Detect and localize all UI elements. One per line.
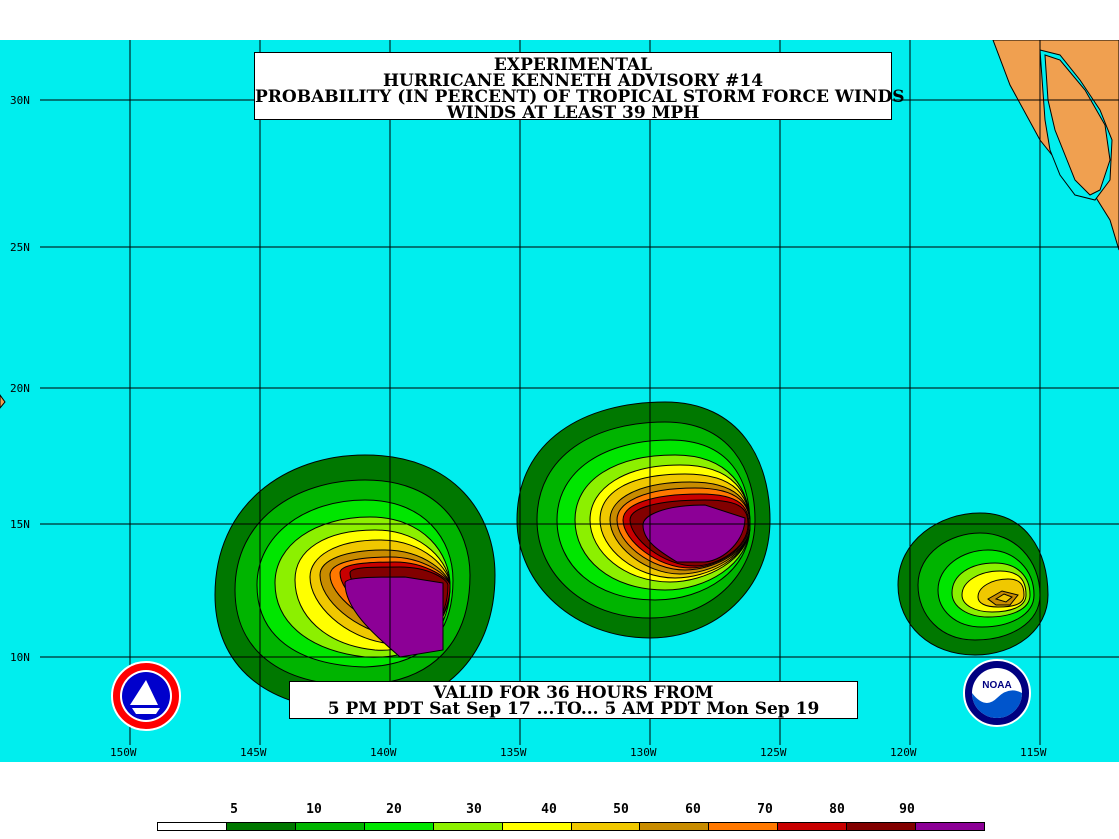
title-line-1: EXPERIMENTAL <box>493 55 653 75</box>
legend-swatch <box>158 823 227 830</box>
land-hawaii <box>0 394 6 409</box>
land-baja-peninsula <box>1044 54 1111 196</box>
valid-line-2: 5 PM PDT Sat Sep 17 ...TO... 5 AM PDT Mo… <box>327 699 820 719</box>
lat-label-30n: 30N <box>10 94 30 107</box>
legend-label-40: 40 <box>541 802 557 817</box>
legend-swatch <box>640 823 710 830</box>
legend-swatch <box>364 823 434 830</box>
legend-label-60: 60 <box>685 802 701 817</box>
lon-label-140w: 140W <box>370 746 397 759</box>
probability-area-1 <box>214 454 496 711</box>
lon-label-135w: 135W <box>500 746 527 759</box>
legend-label-90: 90 <box>899 802 915 817</box>
nws-logo-icon <box>110 660 182 736</box>
title-line-2: HURRICANE KENNETH ADVISORY #14 <box>382 71 764 91</box>
legend-label-50: 50 <box>613 802 629 817</box>
legend-swatch <box>226 823 296 830</box>
lon-label-150w: 150W <box>110 746 137 759</box>
lon-label-115w: 115W <box>1020 746 1047 759</box>
legend-swatch <box>433 823 503 830</box>
lon-label-145w: 145W <box>240 746 267 759</box>
legend-label-20: 20 <box>386 802 402 817</box>
legend-label-5: 5 <box>230 802 238 817</box>
map-title: EXPERIMENTAL HURRICANE KENNETH ADVISORY … <box>254 52 905 123</box>
map-svg <box>0 40 1119 745</box>
legend-swatch <box>916 823 985 830</box>
title-line-4: WINDS AT LEAST 39 MPH <box>446 103 700 123</box>
legend-swatch <box>778 823 848 830</box>
lat-label-20n: 20N <box>10 382 30 395</box>
legend-swatch <box>847 823 917 830</box>
noaa-logo-icon: NOAA <box>963 658 1031 732</box>
lon-label-125w: 125W <box>760 746 787 759</box>
lat-label-25n: 25N <box>10 241 30 254</box>
legend-swatch <box>295 823 365 830</box>
probability-area-2 <box>516 401 771 639</box>
legend-swatch <box>571 823 641 830</box>
legend-swatch <box>709 823 779 830</box>
probability-area-3 <box>897 512 1049 656</box>
lon-label-130w: 130W <box>630 746 657 759</box>
lat-label-10n: 10N <box>10 651 30 664</box>
legend-label-80: 80 <box>829 802 845 817</box>
legend-label-70: 70 <box>757 802 773 817</box>
lat-label-15n: 15N <box>10 518 30 531</box>
lat-lon-grid <box>40 40 1119 745</box>
legend-label-10: 10 <box>306 802 322 817</box>
valid-period: VALID FOR 36 HOURS FROM 5 PM PDT Sat Sep… <box>289 681 858 719</box>
svg-text:NOAA: NOAA <box>982 680 1011 691</box>
title-line-3: PROBABILITY (IN PERCENT) OF TROPICAL STO… <box>255 87 905 107</box>
legend-swatch <box>502 823 572 830</box>
legend-label-30: 30 <box>466 802 482 817</box>
lon-label-120w: 120W <box>890 746 917 759</box>
legend-bar <box>157 822 985 831</box>
valid-line-1: VALID FOR 36 HOURS FROM <box>433 683 714 703</box>
map-area: NOAA <box>0 40 1119 762</box>
